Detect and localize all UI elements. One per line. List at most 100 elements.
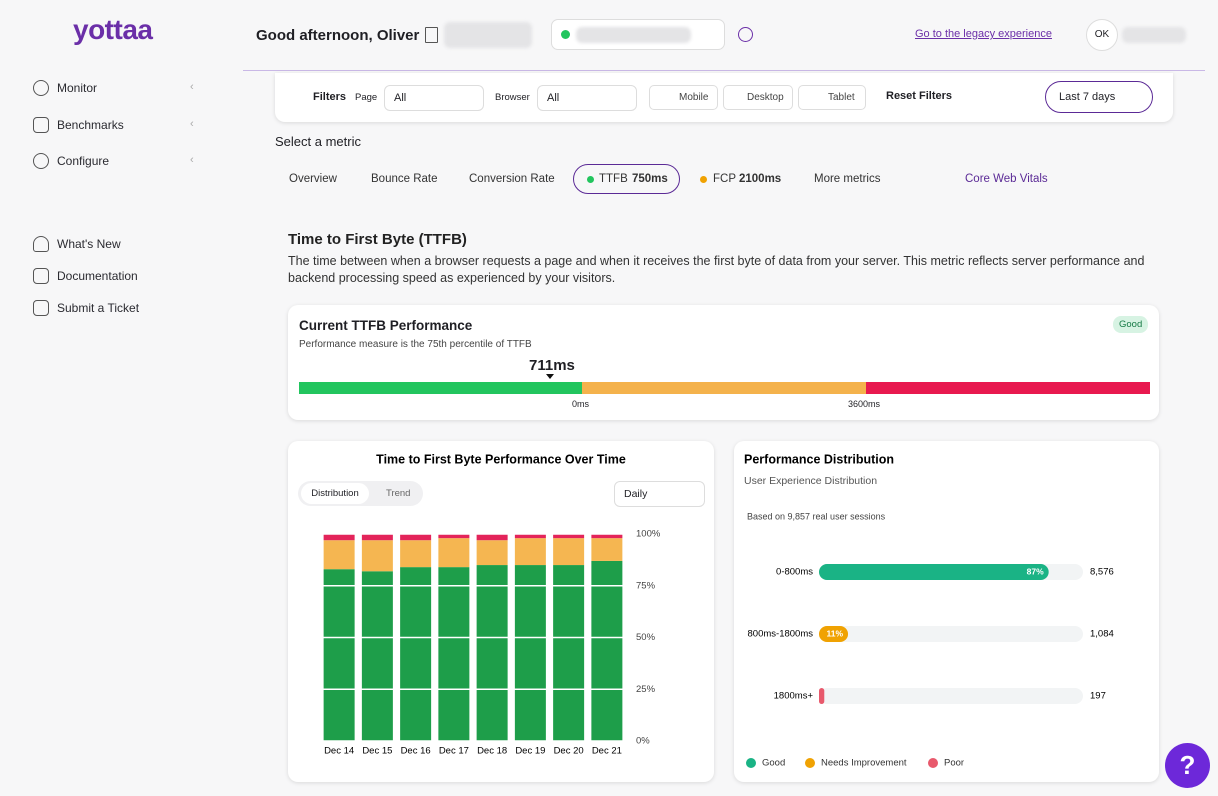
cwv-link[interactable]: Core Web Vitals: [965, 173, 1048, 185]
bar: [819, 564, 1049, 580]
reset-filters[interactable]: Reset Filters: [886, 90, 953, 102]
bar-segment: [476, 565, 508, 741]
nav-item[interactable]: Benchmarks: [57, 118, 124, 132]
icon: [33, 268, 49, 284]
metric-value: 2100ms: [739, 173, 782, 185]
browser-select[interactable]: All: [537, 85, 637, 111]
y-tick-label: 50%: [636, 632, 656, 643]
y-tick-label: 25%: [636, 684, 656, 695]
bar-segment: [514, 565, 546, 741]
count-label: 197: [1090, 691, 1106, 702]
value-label: 87%: [1027, 566, 1044, 576]
legend-swatch: [746, 758, 756, 768]
toggle-option[interactable]: Trend: [386, 488, 411, 499]
section-description: The time between when a browser requests…: [288, 254, 1145, 285]
chevron: ‹: [190, 81, 194, 93]
nav-item[interactable]: Monitor: [57, 81, 98, 95]
metric-label[interactable]: FCP: [713, 173, 736, 185]
icon: [425, 27, 438, 43]
y-tick-label: 0%: [636, 736, 650, 747]
distribution-chart: Performance Distribution User Experience…: [744, 452, 1114, 769]
y-tick-label: 100%: [636, 529, 661, 540]
bar-segment: [400, 567, 432, 741]
marker: [546, 374, 554, 379]
bar-segment: [591, 538, 623, 561]
bar-segment: [438, 567, 470, 741]
metric-tab-active[interactable]: [573, 164, 680, 194]
icon: [33, 153, 49, 169]
x-tick-label: Dec 18: [477, 746, 507, 757]
category-label: 1800ms+: [774, 691, 814, 702]
bar-segment: [323, 540, 355, 570]
redacted: [1122, 27, 1186, 43]
legacy-link[interactable]: Go to the legacy experience: [915, 28, 1052, 40]
x-tick-label: Dec 16: [401, 746, 431, 757]
gauge-ni: [582, 382, 866, 394]
device-button[interactable]: Tablet: [798, 85, 866, 110]
nav-link[interactable]: What's New: [57, 237, 121, 251]
bar-segment: [514, 534, 546, 539]
metric-tab[interactable]: Conversion Rate: [469, 173, 555, 185]
bar-track: [819, 688, 1083, 704]
legend-label: Poor: [944, 758, 964, 769]
metric-tab[interactable]: Overview: [289, 173, 337, 185]
bar-segment: [361, 540, 393, 572]
bar-segment: [591, 560, 623, 741]
nav-item[interactable]: Configure: [57, 154, 110, 168]
logo[interactable]: yottaa: [73, 14, 153, 45]
bar-segment: [553, 565, 585, 741]
card-subtitle: Performance measure is the 75th percenti…: [299, 339, 532, 350]
add-button[interactable]: [738, 27, 753, 42]
category-label: 800ms-1800ms: [748, 629, 814, 640]
legend-label: Good: [762, 758, 785, 769]
redacted: [576, 27, 691, 43]
range-select[interactable]: Last 7 days: [1045, 81, 1153, 113]
bar-track: [819, 626, 1083, 642]
status-dot: [561, 30, 570, 39]
help-button[interactable]: ?: [1165, 743, 1210, 788]
nav-link[interactable]: Submit a Ticket: [57, 301, 140, 315]
gauge-poor: [866, 382, 1150, 394]
bar-segment: [476, 540, 508, 566]
bar-segment: [400, 534, 432, 541]
metric-value: 750ms: [632, 173, 668, 185]
chevron: ‹: [190, 154, 194, 166]
bar-segment: [323, 534, 355, 541]
chart-note: Based on 9,857 real user sessions: [747, 511, 886, 521]
x-tick-label: Dec 19: [515, 746, 545, 757]
more-metrics[interactable]: More metrics: [814, 173, 881, 185]
card-title: Current TTFB Performance: [299, 318, 473, 333]
device-button[interactable]: Desktop: [723, 85, 793, 110]
avatar[interactable]: OK: [1086, 19, 1118, 51]
threshold: 3600ms: [848, 399, 881, 409]
interval-select[interactable]: Daily: [614, 481, 705, 507]
icon: [33, 80, 49, 96]
bar: [819, 626, 849, 642]
count-label: 8,576: [1090, 567, 1114, 578]
nav-link[interactable]: Documentation: [57, 269, 138, 283]
dot: [700, 176, 707, 183]
bar-segment: [361, 534, 393, 541]
legend-swatch: [805, 758, 815, 768]
bar: [819, 688, 825, 704]
threshold: 0ms: [572, 399, 590, 409]
toggle-option[interactable]: Distribution: [301, 483, 369, 504]
bar-segment: [323, 569, 355, 741]
filter-label: Filters: [313, 91, 347, 103]
dot: [587, 176, 594, 183]
icon: [33, 300, 49, 316]
legend-swatch: [928, 758, 938, 768]
chevron: ‹: [190, 118, 194, 130]
bar-segment: [553, 534, 585, 539]
filter-field: Page: [355, 92, 378, 103]
greeting: Good afternoon, Oliver: [256, 27, 420, 44]
chart-subtitle: User Experience Distribution: [744, 475, 877, 487]
gauge-good: [299, 382, 582, 394]
current-card: [288, 305, 1159, 420]
metric-tab[interactable]: Bounce Rate: [371, 173, 438, 185]
device-button[interactable]: Mobile: [649, 85, 718, 110]
page-select[interactable]: All: [384, 85, 484, 111]
section-title: Time to First Byte (TTFB): [288, 231, 467, 248]
distribution-card: [734, 441, 1159, 782]
